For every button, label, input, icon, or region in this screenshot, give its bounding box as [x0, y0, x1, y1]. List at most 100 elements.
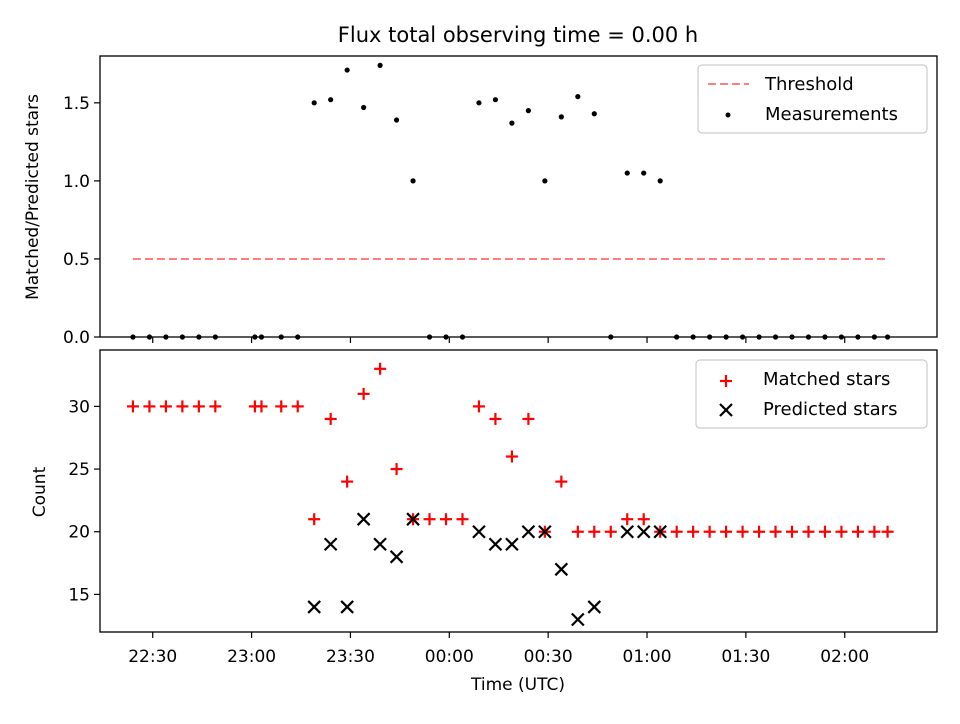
- matched-star-point: [588, 525, 601, 538]
- bottom-legend-box: [695, 359, 928, 429]
- matched-star-point: [604, 525, 617, 538]
- predicted-star-point: [571, 612, 585, 627]
- measurement-point: [146, 334, 153, 340]
- matched-star-point: [291, 400, 304, 413]
- measurement-point: [459, 334, 466, 340]
- measurement-point: [258, 334, 265, 340]
- matched-star-point: [571, 525, 584, 538]
- predicted-star-point: [505, 537, 519, 552]
- matched-star-point: [851, 525, 864, 538]
- bottom-y-tick-label: 20: [68, 523, 90, 543]
- measurement-point: [558, 114, 564, 120]
- measurement-point: [739, 334, 746, 340]
- matched-star-point: [555, 475, 568, 488]
- measurement-point: [871, 334, 877, 340]
- predicted-star-point: [406, 512, 420, 526]
- measurement-point: [591, 111, 597, 117]
- top-y-ticks: 0.0 0.5 1.0 1.5: [63, 94, 100, 348]
- predicted-star-point: [356, 512, 371, 526]
- x-axis-label: Time (UTC): [470, 675, 565, 695]
- measurement-point: [838, 334, 845, 340]
- matched-star-point: [769, 525, 782, 538]
- x-tick-label: 02:00: [820, 647, 869, 667]
- matched-star-point: [881, 525, 894, 538]
- matched-star-point: [818, 525, 831, 538]
- measurement-point: [723, 334, 729, 340]
- measurement-point: [641, 170, 647, 176]
- measurement-point: [278, 334, 284, 340]
- measurement-point: [377, 62, 383, 68]
- measurement-point: [542, 178, 548, 184]
- matched-star-point: [637, 513, 650, 526]
- bottom-legend: Matched stars Predicted stars: [695, 359, 928, 429]
- measurement-point: [575, 93, 581, 100]
- matched-star-point: [703, 525, 716, 538]
- bottom-x-ticks: 22:30 23:00 23:30 00:00 00:30 01:00 01:30 02:00: [128, 632, 869, 667]
- measurement-point: [426, 334, 433, 340]
- measurement-point: [707, 334, 713, 340]
- measurement-point: [295, 334, 301, 340]
- bottom-y-ticks: 15 20 25 30: [68, 397, 100, 605]
- predicted-star-point: [488, 537, 503, 552]
- top-y-tick-label: 1.5: [63, 94, 90, 114]
- matched-star-point: [209, 400, 222, 413]
- matched-legend-label: Matched stars: [763, 369, 890, 390]
- x-tick-label: 01:00: [623, 647, 672, 667]
- measurement-point: [855, 334, 861, 340]
- matched-star-point: [275, 400, 288, 413]
- measurement-point: [756, 334, 762, 340]
- matched-star-point: [720, 525, 733, 538]
- matched-star-point: [786, 525, 799, 538]
- flux-ratio-panel: Flux total observing time = 0.00 h 0.00.…: [23, 23, 938, 348]
- matched-star-point: [868, 525, 881, 538]
- threshold-legend-label: Threshold: [764, 74, 854, 95]
- matched-star-point: [456, 513, 469, 526]
- predicted-legend-swatch: [719, 403, 733, 417]
- measurement-point: [509, 120, 515, 126]
- matched-star-point: [440, 513, 453, 526]
- predicted-star-point: [323, 537, 338, 552]
- measurement-point: [393, 117, 400, 123]
- x-tick-label: 22:30: [128, 647, 177, 667]
- matched-star-point: [126, 400, 139, 413]
- top-y-tick-label: 1.0: [63, 172, 90, 192]
- measurement-point: [443, 334, 449, 340]
- measurement-point: [196, 334, 202, 340]
- x-tick-label: 23:00: [227, 647, 276, 667]
- predicted-star-point: [636, 524, 651, 539]
- matched-star-point: [505, 450, 518, 463]
- predicted-star-point: [340, 600, 354, 614]
- matched-star-point: [357, 387, 370, 400]
- predicted-legend-label: Predicted stars: [763, 399, 897, 420]
- measurement-point: [674, 334, 680, 340]
- measurement-point: [311, 100, 317, 106]
- x-tick-label: 00:30: [524, 647, 573, 667]
- top-legend: Threshold Measurements: [697, 64, 928, 134]
- matched-star-point: [192, 400, 205, 413]
- matched-star-point: [308, 513, 321, 526]
- predicted-star-point: [620, 524, 635, 539]
- star-count-panel: 15 20 25 30 22:30 23:00 23:30 00:00 00:30 01:00 0…: [30, 349, 938, 695]
- predicted-star-point: [653, 524, 667, 539]
- predicted-star-point: [307, 600, 321, 614]
- measurement-point: [624, 170, 630, 176]
- top-y-tick-label: 0.5: [63, 250, 90, 270]
- matched-star-point: [621, 513, 634, 526]
- measurement-point: [212, 334, 218, 340]
- top-y-axis-label: Matched/Predicted stars: [23, 94, 43, 300]
- top-plot-area: [99, 55, 938, 338]
- matched-star-point: [687, 525, 700, 538]
- measurement-point: [789, 334, 795, 340]
- measurement-point: [608, 334, 614, 340]
- predicted-star-point: [389, 550, 404, 564]
- measurement-point: [805, 334, 812, 340]
- matched-star-point: [255, 400, 268, 413]
- measurement-point: [163, 334, 169, 340]
- measurement-point: [410, 178, 416, 184]
- bottom-y-axis-label: Count: [30, 466, 50, 517]
- matched-star-point: [472, 400, 485, 413]
- matched-star-point: [489, 412, 502, 425]
- measurements-legend-label: Measurements: [765, 104, 898, 125]
- measurement-point: [344, 67, 350, 73]
